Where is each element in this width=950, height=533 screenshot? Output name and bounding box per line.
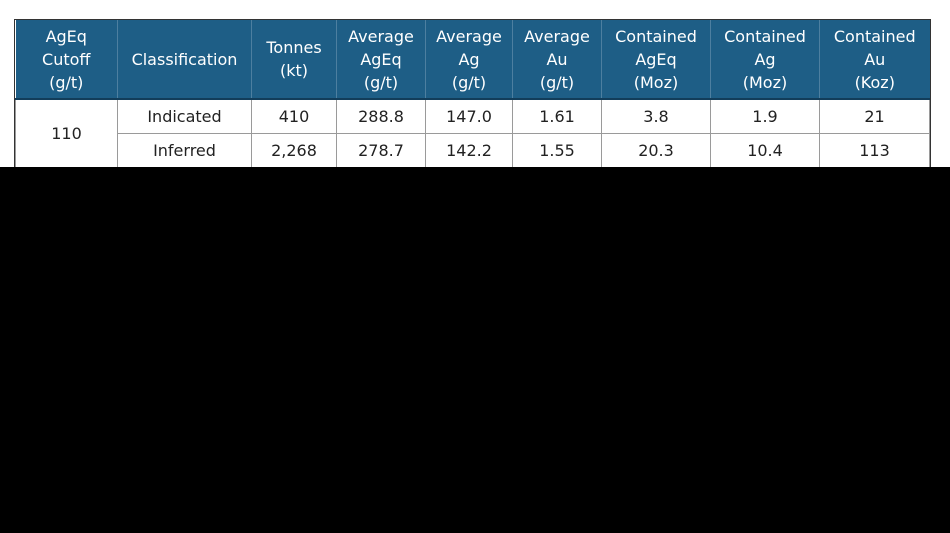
header-text: AgEq <box>360 49 402 69</box>
header-text: (g/t) <box>49 72 84 92</box>
value-cell: 1.9 <box>710 98 820 134</box>
header-text: AgEq <box>635 49 677 69</box>
data-row: Inferred 2,268 278.7 142.2 1.55 20.3 10.4 113 <box>16 133 930 168</box>
header-text: Contained <box>724 26 806 46</box>
header-cell: Average Au (g/t) <box>512 20 602 100</box>
value-cell: 3.8 <box>601 98 711 134</box>
header-text: (Moz) <box>633 72 679 92</box>
header-row: AgEq Cutoff (g/t) Classification Tonnes (kt) A… <box>15 20 930 100</box>
header-text: Au <box>546 49 568 69</box>
header-text: (Moz) <box>742 72 788 92</box>
header-text: Cutoff <box>42 49 91 69</box>
value-cell: 2,268 <box>251 133 337 168</box>
header-cell: AgEq Cutoff (g/t) <box>15 20 118 100</box>
value-cell: 142.2 <box>425 133 513 168</box>
data-row: 110 Indicated 410 288.8 147.0 1.61 3.8 1.9 21 <box>15 98 930 168</box>
classification-cell: Indicated <box>117 98 252 134</box>
header-text: Average <box>524 26 590 46</box>
black-area <box>0 167 950 533</box>
header-text: Contained <box>833 26 916 46</box>
header-text: (Koz) <box>854 72 895 92</box>
header-cell: Contained AgEq (Moz) <box>601 20 711 100</box>
cutoff-cell: 110 <box>15 98 118 168</box>
sheet: AgEq Cutoff (g/t) Classification Tonnes (kt) A… <box>0 0 950 169</box>
header-cell: Classification <box>117 20 252 100</box>
header-text: Classification <box>131 49 238 69</box>
header-text: (g/t) <box>451 72 487 92</box>
value-cell: 1.61 <box>512 98 602 134</box>
header-text: Contained <box>615 26 697 46</box>
header-text: Average <box>436 26 502 46</box>
resource-table: AgEq Cutoff (g/t) Classification Tonnes (kt) A… <box>14 19 931 169</box>
value-cell: 288.8 <box>336 98 426 134</box>
header-text: (kt) <box>279 61 309 80</box>
value-cell: 410 <box>251 98 337 134</box>
header-cell: Contained Ag (Moz) <box>710 20 820 100</box>
header-cell: Average Ag (g/t) <box>425 20 513 100</box>
header-cell: Tonnes (kt) <box>251 20 337 100</box>
value-cell: 20.3 <box>601 133 711 168</box>
value-cell: 21 <box>819 98 930 134</box>
value-cell: 113 <box>819 133 930 168</box>
header-text: Average <box>348 26 414 46</box>
header-text: Tonnes <box>266 38 322 57</box>
header-text: AgEq <box>45 26 87 46</box>
value-cell: 147.0 <box>425 98 513 134</box>
header-text: (g/t) <box>539 72 575 92</box>
header-cell: Average AgEq (g/t) <box>336 20 426 100</box>
classification-cell: Inferred <box>117 133 252 168</box>
header-text: Au <box>864 49 886 69</box>
header-text: (g/t) <box>363 72 399 92</box>
header-cell: Contained Au (Koz) <box>819 20 930 100</box>
value-cell: 10.4 <box>710 133 820 168</box>
header-text: Ag <box>754 49 776 69</box>
value-cell: 278.7 <box>336 133 426 168</box>
header-text: Ag <box>458 49 480 69</box>
value-cell: 1.55 <box>512 133 602 168</box>
